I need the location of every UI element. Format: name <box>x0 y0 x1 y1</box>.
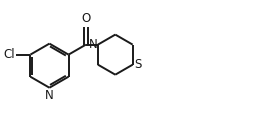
Text: N: N <box>89 38 98 51</box>
Text: O: O <box>81 12 91 25</box>
Text: Cl: Cl <box>3 48 15 61</box>
Text: N: N <box>45 89 54 102</box>
Text: S: S <box>134 58 142 71</box>
